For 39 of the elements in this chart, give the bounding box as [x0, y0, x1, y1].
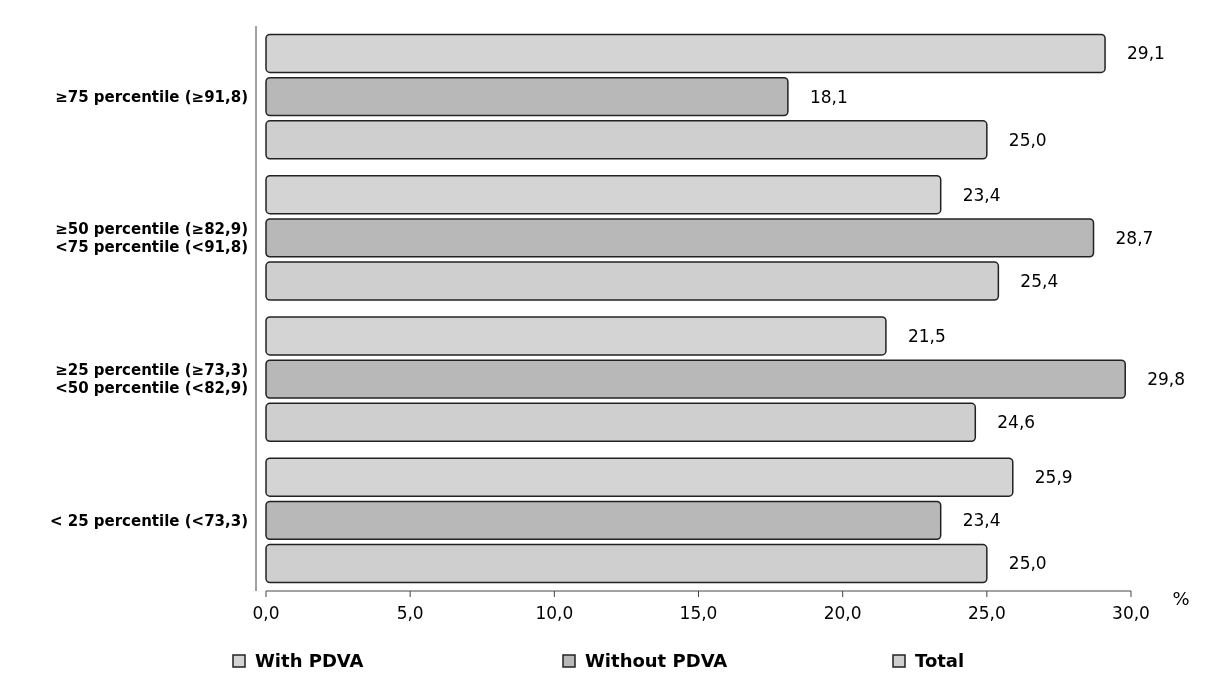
y-tick-label: ≥25 percentile (≥73,3) <50 percentile (<82,9): [55, 361, 248, 398]
x-tick-label: 20,0: [823, 603, 862, 623]
x-tick-label: 10,0: [535, 603, 574, 623]
data-label: 24,6: [997, 412, 1036, 433]
bar: [265, 261, 1000, 301]
data-label: 18,1: [809, 86, 848, 107]
data-label: 23,4: [962, 510, 1001, 531]
x-axis-title: %: [1172, 588, 1190, 609]
y-tick-label: ≥75 percentile (≥91,8): [55, 87, 248, 106]
bar: [265, 33, 1106, 74]
bar: [265, 500, 942, 541]
bar: [265, 218, 1095, 258]
data-label: 25,0: [1008, 129, 1047, 150]
data-label: 25,0: [1008, 553, 1047, 574]
bar: [265, 316, 887, 356]
bar: [265, 543, 988, 584]
x-tick-label: 0,0: [252, 603, 280, 623]
bar: [265, 174, 942, 215]
x-tick-label: 30,0: [1112, 603, 1150, 623]
data-label: 29,8: [1147, 369, 1186, 390]
data-label: 23,4: [962, 184, 1001, 205]
bar: [265, 402, 977, 443]
data-label: 28,7: [1115, 227, 1154, 248]
x-tick-label: 5,0: [396, 603, 424, 623]
legend-label: With PDVA: [255, 650, 364, 672]
bar: [265, 120, 988, 160]
data-label: 25,4: [1020, 270, 1059, 291]
y-tick-label: < 25 percentile (<73,3): [49, 511, 248, 530]
x-tick-label: 15,0: [679, 603, 718, 623]
y-tick-label: ≥50 percentile (≥82,9) <75 percentile (<91,8): [55, 220, 248, 257]
legend-label: Without PDVA: [585, 650, 728, 672]
x-tick-label: 25,0: [967, 603, 1006, 623]
bar: [265, 359, 1126, 399]
data-label: 21,5: [907, 325, 946, 346]
bar: [265, 76, 789, 117]
data-label: 25,9: [1034, 467, 1073, 488]
legend-label: Total: [915, 650, 965, 672]
bar: [265, 457, 1014, 497]
data-label: 29,1: [1127, 43, 1165, 64]
